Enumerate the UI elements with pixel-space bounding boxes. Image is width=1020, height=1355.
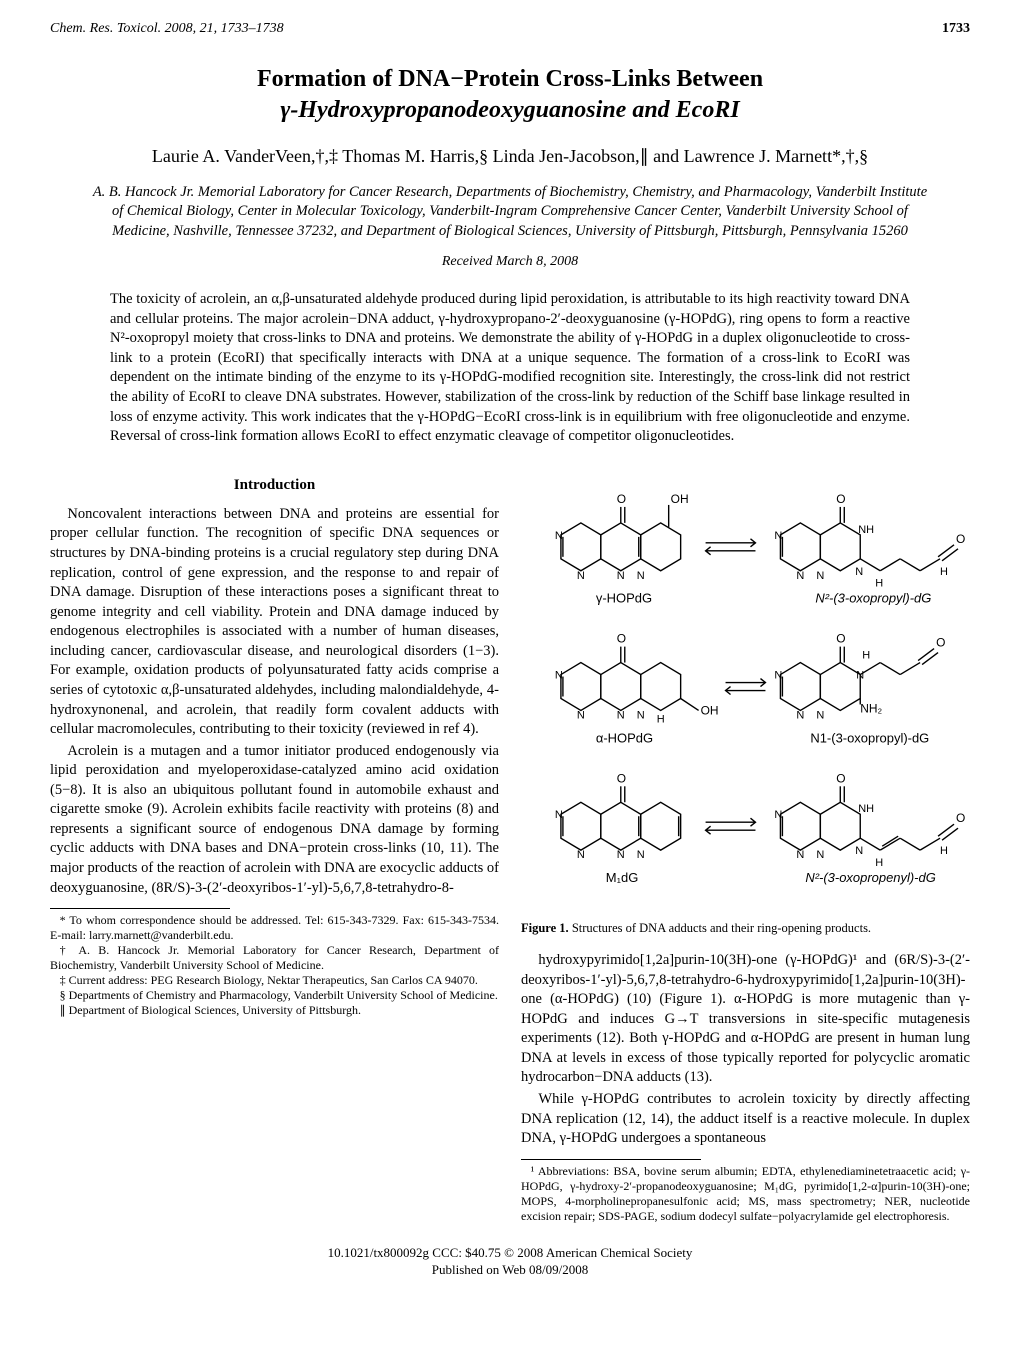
svg-text:N: N [637,849,645,861]
right-paragraph-2: While γ-HOPdG contributes to acrolein to… [521,1090,970,1149]
page-number: 1733 [942,20,970,39]
footnote-divider-right [521,1159,701,1160]
svg-text:N: N [637,569,645,581]
footnote-divider [50,908,230,909]
svg-text:N: N [637,709,645,721]
svg-text:N: N [855,845,863,857]
svg-text:O: O [836,771,845,785]
svg-text:N: N [856,669,864,681]
svg-text:N: N [855,565,863,577]
svg-text:N: N [796,849,804,861]
left-column: Introduction Noncovalent interactions be… [50,475,499,1224]
svg-text:N: N [816,569,824,581]
svg-text:N: N [796,709,804,721]
article-title: Formation of DNA−Protein Cross-Links Bet… [50,64,970,126]
left-footnotes: * To whom correspondence should be addre… [50,913,499,1018]
svg-text:H: H [875,577,883,589]
svg-text:H: H [875,857,883,869]
right-column: OH O N N N N [521,475,970,1224]
svg-text:O: O [956,811,965,825]
journal-header: Chem. Res. Toxicol. 2008, 21, 1733–1738 … [50,20,970,39]
label-n2-oxopropyl-dg: N²-(3-oxopropyl)-dG [815,590,931,605]
svg-text:N: N [796,569,804,581]
svg-text:N: N [617,709,625,721]
received-date: Received March 8, 2008 [50,253,970,272]
svg-text:OH: OH [701,703,719,717]
doi-line-1: 10.1021/tx800092g CCC: $40.75 © 2008 Ame… [328,1245,693,1260]
svg-text:N: N [617,849,625,861]
footnote-section: § Departments of Chemistry and Pharmacol… [50,988,499,1003]
svg-text:N: N [774,669,782,681]
svg-text:O: O [617,492,626,506]
svg-text:NH₂: NH₂ [860,701,882,715]
title-line-2: γ-Hydroxypropanodeoxyguanosine and EcoRI [280,97,739,123]
svg-text:N: N [555,669,563,681]
footnote-dagger: † A. B. Hancock Jr. Memorial Laboratory … [50,943,499,973]
label-n1-oxopropyl-dg: N1-(3-oxopropyl)-dG [810,730,929,745]
svg-text:NH: NH [858,524,874,536]
intro-paragraph-2: Acrolein is a mutagen and a tumor initia… [50,742,499,899]
svg-text:O: O [836,631,845,645]
footnote-double-dagger: ‡ Current address: PEG Research Biology,… [50,973,499,988]
abstract: The toxicity of acrolein, an α,β-unsatur… [50,290,970,447]
svg-text:O: O [936,635,945,649]
svg-text:N: N [816,849,824,861]
chemical-structures-diagram: OH O N N N N [521,475,970,904]
label-n2-oxopropenyl-dg: N²-(3-oxopropenyl)-dG [805,870,935,885]
title-line-1: Formation of DNA−Protein Cross-Links Bet… [257,66,763,92]
svg-text:H: H [940,565,948,577]
figure-1-label: Figure 1. [521,921,569,935]
journal-citation: Chem. Res. Toxicol. 2008, 21, 1733–1738 [50,20,284,39]
svg-text:H: H [657,713,665,725]
svg-text:N: N [577,849,585,861]
svg-text:OH: OH [671,492,689,506]
footnote-correspondence: * To whom correspondence should be addre… [50,913,499,943]
label-gamma-hopdg: γ-HOPdG [596,590,652,605]
right-paragraph-1: hydroxypyrimido[1,2a]purin-10(3H)-one (γ… [521,951,970,1088]
svg-text:O: O [836,492,845,506]
svg-text:H: H [940,845,948,857]
svg-text:N: N [774,809,782,821]
figure-1: OH O N N N N [521,475,970,911]
author-list: Laurie A. VanderVeen,†,‡ Thomas M. Harri… [50,144,970,168]
doi-line-2: Published on Web 08/09/2008 [432,1262,589,1277]
svg-text:N: N [617,569,625,581]
footnote-abbreviations: ¹ Abbreviations: BSA, bovine serum album… [521,1164,970,1224]
figure-1-caption: Figure 1. Structures of DNA adducts and … [521,920,970,937]
intro-paragraph-1: Noncovalent interactions between DNA and… [50,505,499,740]
svg-text:O: O [617,771,626,785]
doi-block: 10.1021/tx800092g CCC: $40.75 © 2008 Ame… [50,1244,970,1279]
svg-text:O: O [617,631,626,645]
svg-text:N: N [577,709,585,721]
svg-text:N: N [774,529,782,541]
svg-text:N: N [555,529,563,541]
introduction-heading: Introduction [50,475,499,495]
svg-text:N: N [555,809,563,821]
label-alpha-hopdg: α-HOPdG [596,730,653,745]
affiliations: A. B. Hancock Jr. Memorial Laboratory fo… [50,183,970,242]
footnote-parallel: ∥ Department of Biological Sciences, Uni… [50,1003,499,1018]
svg-text:O: O [956,531,965,545]
svg-text:N: N [816,709,824,721]
svg-text:NH: NH [858,803,874,815]
svg-text:N: N [577,569,585,581]
figure-1-caption-text: Structures of DNA adducts and their ring… [569,921,871,935]
label-m1dg: M₁dG [606,870,638,885]
right-footnotes: ¹ Abbreviations: BSA, bovine serum album… [521,1164,970,1224]
svg-text:H: H [862,649,870,661]
